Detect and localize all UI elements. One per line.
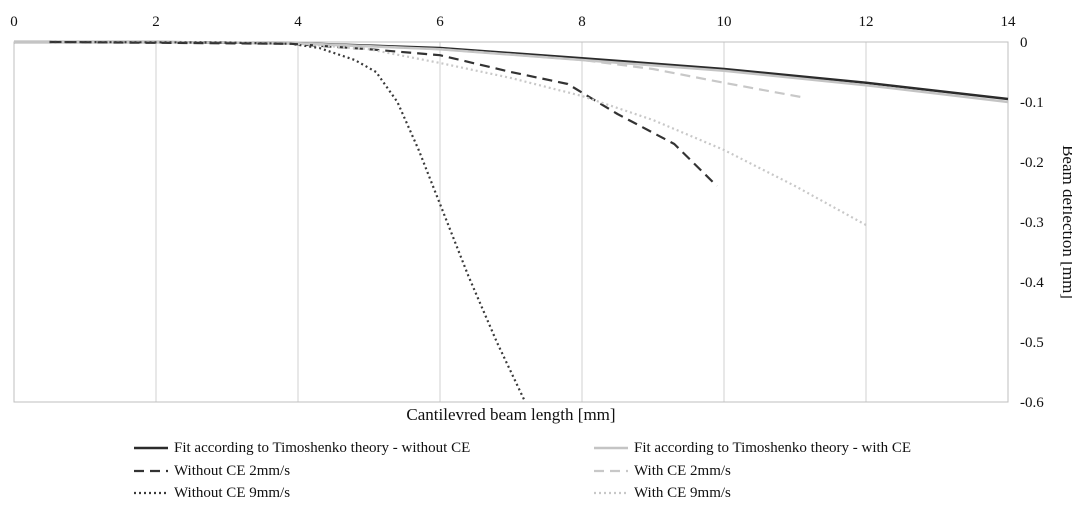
x-tick-label: 0	[10, 14, 18, 30]
x-tick-label: 10	[717, 14, 732, 30]
series-line-4	[297, 42, 803, 99]
series-lines	[14, 40, 1009, 403]
legend-swatch	[594, 446, 628, 450]
x-tick-label: 2	[152, 14, 160, 30]
x-tick-label: 8	[578, 14, 586, 30]
legend-swatch	[594, 469, 628, 473]
legend-label: Without CE 9mm/s	[174, 484, 291, 501]
x-axis-title: Cantilevred beam length [mm]	[406, 405, 615, 424]
chart-legend: Fit according to Timoshenko theory - wit…	[0, 436, 1072, 505]
legend-swatch	[134, 446, 168, 450]
x-tick-label: 6	[436, 14, 444, 30]
x-tick-label: 14	[1001, 14, 1017, 30]
legend-item: Fit according to Timoshenko theory - wit…	[592, 437, 911, 459]
y-tick-label: -0.4	[1020, 275, 1044, 291]
y-axis-title: Beam deflection [mm]	[1059, 145, 1072, 299]
legend-swatch	[134, 469, 168, 473]
series-line-5	[49, 40, 527, 403]
legend-swatch	[594, 491, 628, 495]
x-tick-label: 4	[294, 14, 302, 30]
legend-item: With CE 9mm/s	[592, 482, 731, 504]
y-tick-label: -0.5	[1020, 335, 1044, 351]
legend-label: With CE 9mm/s	[634, 484, 731, 501]
legend-item: Without CE 9mm/s	[132, 482, 290, 504]
line-chart: 0 2 4 6 8 10 12 14 0 -0.1 -0.2 -0.3 -0.4 -0.5 -0.6 Ca…	[10, 14, 1072, 424]
series-line-6	[297, 42, 867, 226]
grid-lines	[13, 42, 1009, 402]
legend-item: Without CE 2mm/s	[132, 460, 290, 482]
legend-item: Fit according to Timoshenko theory - wit…	[132, 437, 470, 459]
y-tick-label: 0	[1020, 35, 1028, 51]
series-line-1	[14, 40, 1009, 101]
legend-item: With CE 2mm/s	[592, 460, 731, 482]
series-line-2	[14, 40, 1009, 104]
y-tick-label: -0.2	[1020, 155, 1044, 171]
plot-area-frame	[13, 41, 1009, 403]
y-axis-ticks: 0 -0.1 -0.2 -0.3 -0.4 -0.5 -0.6	[1020, 35, 1044, 411]
y-tick-label: -0.3	[1020, 215, 1044, 231]
y-tick-label: -0.6	[1020, 395, 1044, 411]
legend-label: With CE 2mm/s	[634, 462, 731, 479]
legend-label: Fit according to Timoshenko theory - wit…	[634, 439, 912, 456]
x-tick-label: 12	[859, 14, 874, 30]
legend-label: Without CE 2mm/s	[174, 462, 291, 479]
y-tick-label: -0.1	[1020, 95, 1044, 111]
legend-swatch	[134, 491, 168, 495]
legend-label: Fit according to Timoshenko theory - wit…	[174, 439, 471, 456]
x-axis-ticks: 0 2 4 6 8 10 12 14	[10, 14, 1016, 30]
